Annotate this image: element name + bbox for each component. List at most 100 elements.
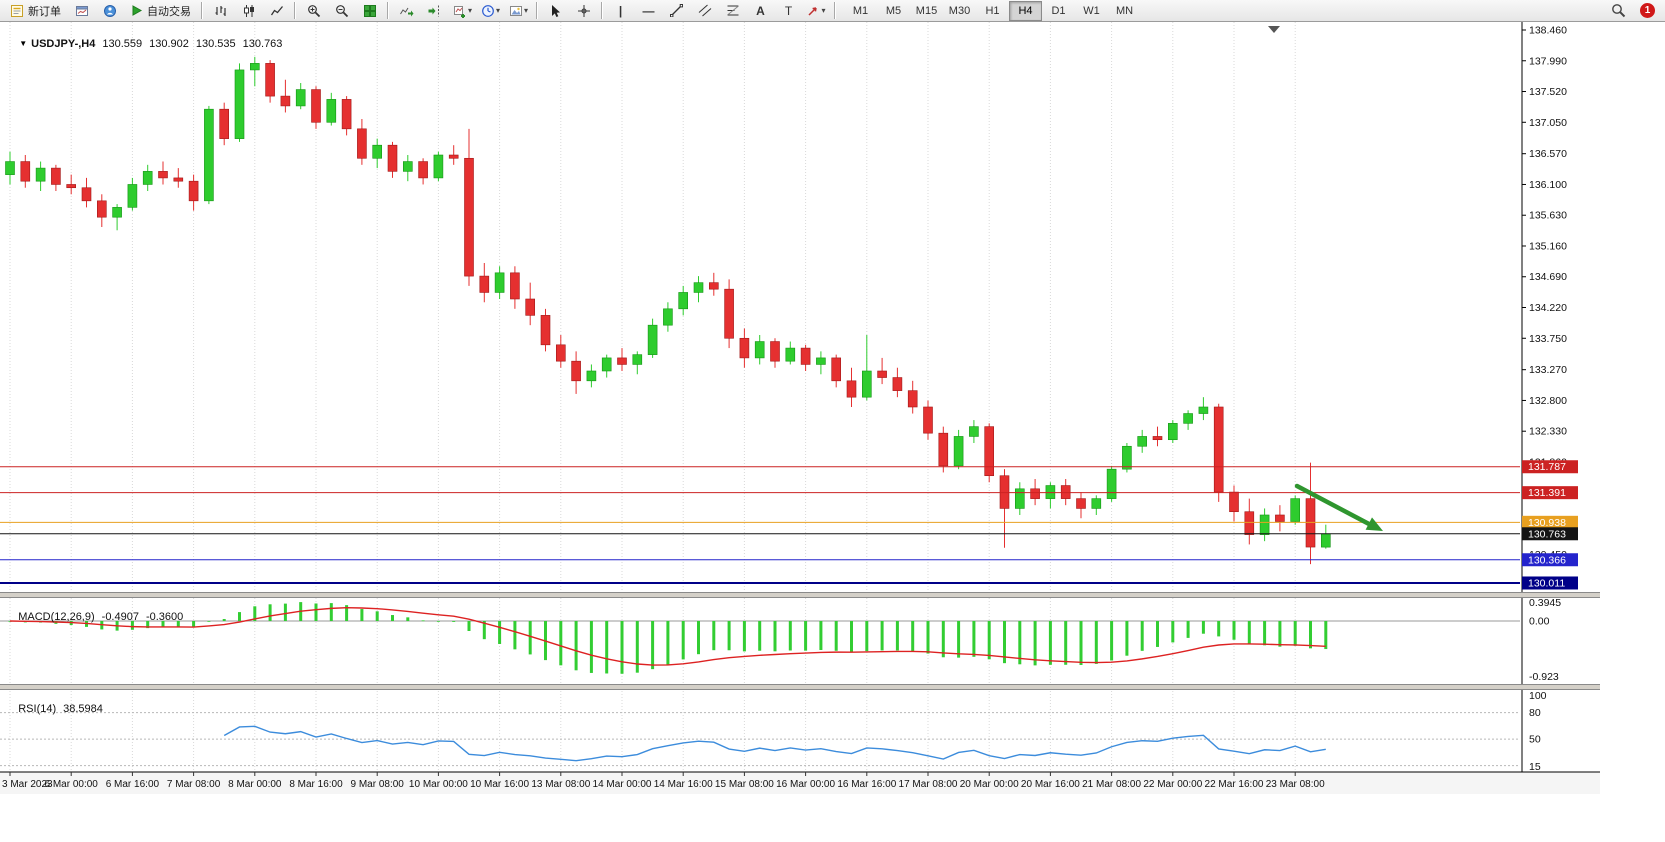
candle-body	[97, 200, 107, 218]
new-order-icon	[11, 4, 23, 17]
zoom-in-button[interactable]	[300, 0, 327, 21]
candle-body	[510, 272, 520, 300]
candle-body	[234, 69, 245, 139]
time-label: 22 Mar 16:00	[1205, 779, 1264, 790]
rsi-name: RSI(14)	[18, 703, 57, 715]
time-label: 23 Mar 08:00	[1266, 779, 1325, 790]
timeframe-H4-button[interactable]: H4	[1009, 0, 1042, 21]
timeframe-D1-button[interactable]: D1	[1051, 4, 1066, 17]
drawn-arrow-head[interactable]	[1365, 517, 1383, 531]
bar-chart-mode-button[interactable]	[207, 0, 234, 21]
candle-body	[1060, 485, 1071, 499]
candle-body	[219, 108, 229, 139]
candle-body	[127, 184, 138, 208]
candle-body	[678, 292, 689, 310]
macd-histogram-bar	[482, 621, 486, 640]
macd-histogram-bar	[895, 621, 899, 651]
search-icon	[1612, 4, 1626, 18]
time-label: 15 Mar 08:00	[715, 779, 774, 790]
timeframe-W1-button[interactable]: W1	[1083, 4, 1100, 17]
candle-body	[188, 180, 199, 202]
zoom-out-button[interactable]	[328, 0, 355, 21]
macd-histogram-bar	[819, 621, 823, 650]
fibonacci-icon	[726, 5, 739, 16]
macd-signal-line	[9, 607, 1326, 666]
macd-histogram-bar	[926, 621, 930, 654]
timeframe-M30-button[interactable]: M30	[948, 4, 971, 17]
auto-trading-button[interactable]: 自动交易	[124, 0, 197, 21]
community-button[interactable]	[96, 0, 123, 21]
cursor-button[interactable]	[542, 0, 569, 21]
equidistant-channel-button[interactable]	[691, 0, 718, 21]
charts-window-button[interactable]	[68, 0, 95, 21]
price-tag-130.011	[1522, 576, 1578, 590]
candlestick-mode-button[interactable]	[235, 0, 262, 21]
macd-histogram-bar	[727, 621, 731, 651]
chart-shift-button[interactable]	[421, 0, 448, 21]
macd-histogram-bar	[1125, 621, 1129, 656]
macd-histogram-bar	[452, 621, 456, 622]
new-order-button[interactable]: 新订单	[4, 0, 67, 21]
time-label: 10 Mar 00:00	[409, 779, 468, 790]
macd-histogram-bar	[192, 621, 196, 628]
candle-body	[1030, 488, 1040, 499]
timeframe-M5-button[interactable]: M5	[885, 4, 902, 17]
indicators-button[interactable]: ▾	[449, 0, 476, 21]
macd-histogram-bar	[574, 621, 578, 671]
dropdown-caret-icon: ▾	[523, 6, 528, 15]
timeframe-H1-button[interactable]: H1	[985, 4, 1000, 17]
price-tag-131.787	[1522, 460, 1578, 474]
candle-body	[1122, 445, 1132, 470]
candlestick-icon	[243, 4, 254, 17]
templates-button[interactable]: ▾	[505, 0, 532, 21]
panel-separator[interactable]	[0, 592, 1600, 598]
zoom-in-icon	[307, 4, 320, 17]
candle-body	[892, 377, 903, 391]
collapse-triangle-icon[interactable]: ▼	[19, 39, 28, 48]
notification-badge[interactable]: 1	[1640, 3, 1655, 18]
text-icon: A	[756, 3, 765, 18]
candle-body	[846, 380, 857, 398]
candle-body	[601, 357, 612, 372]
trendline-button[interactable]	[663, 0, 690, 21]
macd-histogram-bar	[222, 619, 226, 621]
arrows-button[interactable]: ▾	[803, 0, 830, 21]
candle-body	[754, 341, 765, 359]
price-tick-label: 137.050	[1529, 117, 1567, 129]
auto-scroll-button[interactable]	[393, 0, 420, 21]
macd-histogram-bar	[605, 621, 609, 674]
timeframe-M15-button[interactable]: M15	[915, 4, 938, 17]
macd-histogram-bar	[850, 621, 853, 653]
auto-scroll-icon	[400, 7, 414, 16]
candle-body	[402, 161, 413, 172]
chart-shift-marker[interactable]	[1268, 26, 1280, 33]
macd-histogram-bar	[559, 621, 563, 666]
macd-histogram-bar	[207, 621, 211, 622]
candle-body	[693, 282, 704, 293]
text-label-button[interactable]: T	[775, 0, 802, 21]
fibonacci-button[interactable]	[719, 0, 746, 21]
crosshair-button[interactable]	[570, 0, 597, 21]
macd-histogram-bar	[666, 621, 670, 665]
panel-separator[interactable]	[0, 684, 1600, 690]
horizontal-line-button[interactable]: —	[635, 0, 662, 21]
vertical-line-button[interactable]: |	[607, 0, 634, 21]
candle-body	[861, 370, 872, 398]
candle-body	[953, 436, 964, 467]
drawn-arrow[interactable]	[1294, 483, 1372, 527]
text-button[interactable]: A	[747, 0, 774, 21]
candle-body	[1045, 485, 1056, 499]
timeframe-M1-button[interactable]: M1	[852, 4, 869, 17]
search-button[interactable]	[1605, 0, 1632, 21]
timeframe-group: M1 M5 M15 M30 H1 H4 D1 W1 MN	[844, 0, 1141, 21]
timeframe-MN-button[interactable]: MN	[1115, 4, 1134, 17]
candle-body	[280, 95, 291, 107]
price-tag-130.938	[1522, 515, 1578, 529]
rsi-label: RSI(14) 38.5984	[6, 691, 103, 727]
line-chart-mode-button[interactable]	[263, 0, 290, 21]
macd-histogram-bar	[1033, 621, 1037, 666]
time-label: 14 Mar 16:00	[654, 779, 713, 790]
periods-button[interactable]: ▾	[477, 0, 504, 21]
macd-histogram-bar	[865, 621, 869, 652]
tile-windows-button[interactable]	[356, 0, 383, 21]
